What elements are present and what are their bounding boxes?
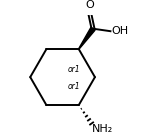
Text: NH₂: NH₂ (92, 124, 113, 134)
Text: O: O (85, 0, 94, 10)
Text: OH: OH (111, 26, 128, 36)
Text: or1: or1 (68, 65, 80, 74)
Polygon shape (79, 27, 95, 49)
Text: or1: or1 (68, 82, 80, 91)
